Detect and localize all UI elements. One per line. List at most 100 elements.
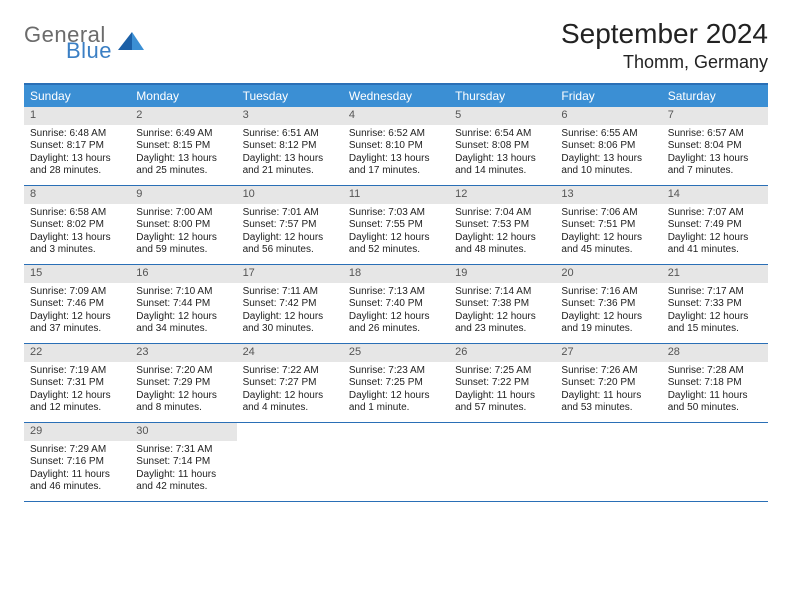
sunset-line: Sunset: 7:14 PM	[136, 456, 230, 469]
day-number: 10	[237, 186, 343, 204]
sunrise-line: Sunrise: 7:01 AM	[243, 207, 337, 220]
sunset-line: Sunset: 7:42 PM	[243, 298, 337, 311]
daylight-line: Daylight: 12 hours and 1 minute.	[349, 390, 443, 415]
day-cell: 16Sunrise: 7:10 AMSunset: 7:44 PMDayligh…	[130, 265, 236, 343]
day-cell: 17 Sunrise: 7:11 AMSunset: 7:42 PMDayligh…	[237, 265, 343, 343]
weekday-header: Wednesday	[343, 85, 449, 107]
daylight-line: Daylight: 13 hours and 21 minutes.	[243, 153, 337, 178]
sunset-line: Sunset: 7:44 PM	[136, 298, 230, 311]
day-body: Sunrise: 7:13 AMSunset: 7:40 PMDaylight:…	[343, 283, 449, 340]
sunset-line: Sunset: 8:12 PM	[243, 140, 337, 153]
day-number: 3	[237, 107, 343, 125]
sunrise-line: Sunrise: 7:10 AM	[136, 286, 230, 299]
day-number: 26	[449, 344, 555, 362]
day-body: Sunrise: 7:03 AMSunset: 7:55 PMDaylight:…	[343, 204, 449, 261]
day-body: Sunrise: 6:48 AMSunset: 8:17 PMDaylight:…	[24, 125, 130, 182]
weekday-header: Friday	[555, 85, 661, 107]
week-row: 8Sunrise: 6:58 AMSunset: 8:02 PMDaylight…	[24, 186, 768, 265]
daylight-line: Daylight: 13 hours and 7 minutes.	[668, 153, 762, 178]
sunset-line: Sunset: 7:51 PM	[561, 219, 655, 232]
sunrise-line: Sunrise: 7:28 AM	[668, 365, 762, 378]
sunset-line: Sunset: 7:25 PM	[349, 377, 443, 390]
sunrise-line: Sunrise: 7:11 AM	[243, 286, 337, 299]
sunrise-line: Sunrise: 7:26 AM	[561, 365, 655, 378]
daylight-line: Daylight: 11 hours and 42 minutes.	[136, 469, 230, 494]
day-body: Sunrise: 6:57 AMSunset: 8:04 PMDaylight:…	[662, 125, 768, 182]
day-body: Sunrise: 7:09 AMSunset: 7:46 PMDaylight:…	[24, 283, 130, 340]
sunset-line: Sunset: 7:38 PM	[455, 298, 549, 311]
day-body: Sunrise: 7:16 AMSunset: 7:36 PMDaylight:…	[555, 283, 661, 340]
day-body: Sunrise: 6:54 AMSunset: 8:08 PMDaylight:…	[449, 125, 555, 182]
sunset-line: Sunset: 8:08 PM	[455, 140, 549, 153]
sunset-line: Sunset: 7:57 PM	[243, 219, 337, 232]
day-cell: 28Sunrise: 7:28 AMSunset: 7:18 PMDayligh…	[662, 344, 768, 422]
day-cell: 22 Sunrise: 7:19 AMSunset: 7:31 PMDayligh…	[24, 344, 130, 422]
sunrise-line: Sunrise: 6:57 AM	[668, 128, 762, 141]
day-body: Sunrise: 6:51 AMSunset: 8:12 PMDaylight:…	[237, 125, 343, 182]
day-cell	[237, 423, 343, 501]
sunrise-line: Sunrise: 7:29 AM	[30, 444, 124, 457]
day-number: 28	[662, 344, 768, 362]
sunset-line: Sunset: 7:46 PM	[30, 298, 124, 311]
day-body: Sunrise: 7:06 AMSunset: 7:51 PMDaylight:…	[555, 204, 661, 261]
sunrise-line: Sunrise: 7:19 AM	[30, 365, 124, 378]
day-cell: 20Sunrise: 7:16 AMSunset: 7:36 PMDayligh…	[555, 265, 661, 343]
day-body: Sunrise: 7:26 AMSunset: 7:20 PMDaylight:…	[555, 362, 661, 419]
sunset-line: Sunset: 8:17 PM	[30, 140, 124, 153]
daylight-line: Daylight: 11 hours and 46 minutes.	[30, 469, 124, 494]
day-cell: 30Sunrise: 7:31 AMSunset: 7:14 PMDayligh…	[130, 423, 236, 501]
day-number: 19	[449, 265, 555, 283]
logo: General Blue	[24, 18, 144, 62]
logo-text-blue: Blue	[66, 40, 112, 62]
day-cell	[555, 423, 661, 501]
sunset-line: Sunset: 7:31 PM	[30, 377, 124, 390]
daylight-line: Daylight: 11 hours and 53 minutes.	[561, 390, 655, 415]
day-number: 15	[24, 265, 130, 283]
sunset-line: Sunset: 7:53 PM	[455, 219, 549, 232]
daylight-line: Daylight: 12 hours and 15 minutes.	[668, 311, 762, 336]
day-cell: 12Sunrise: 7:04 AMSunset: 7:53 PMDayligh…	[449, 186, 555, 264]
day-number: 17	[237, 265, 343, 283]
day-number: 9	[130, 186, 236, 204]
weekday-header: Sunday	[24, 85, 130, 107]
sunrise-line: Sunrise: 7:06 AM	[561, 207, 655, 220]
sunset-line: Sunset: 7:33 PM	[668, 298, 762, 311]
day-cell: 6Sunrise: 6:55 AMSunset: 8:06 PMDaylight…	[555, 107, 661, 185]
day-number: 8	[24, 186, 130, 204]
day-number: 1	[24, 107, 130, 125]
day-cell: 21Sunrise: 7:17 AMSunset: 7:33 PMDayligh…	[662, 265, 768, 343]
day-body: Sunrise: 7:25 AMSunset: 7:22 PMDaylight:…	[449, 362, 555, 419]
daylight-line: Daylight: 13 hours and 3 minutes.	[30, 232, 124, 257]
day-number: 4	[343, 107, 449, 125]
month-title: September 2024	[561, 18, 768, 50]
day-cell: 18Sunrise: 7:13 AMSunset: 7:40 PMDayligh…	[343, 265, 449, 343]
day-cell: 3Sunrise: 6:51 AMSunset: 8:12 PMDaylight…	[237, 107, 343, 185]
calendar-grid: SundayMondayTuesdayWednesdayThursdayFrid…	[24, 83, 768, 502]
day-cell: 14Sunrise: 7:07 AMSunset: 7:49 PMDayligh…	[662, 186, 768, 264]
daylight-line: Daylight: 12 hours and 56 minutes.	[243, 232, 337, 257]
sunrise-line: Sunrise: 7:17 AM	[668, 286, 762, 299]
daylight-line: Daylight: 13 hours and 10 minutes.	[561, 153, 655, 178]
day-number: 23	[130, 344, 236, 362]
day-number: 13	[555, 186, 661, 204]
sunset-line: Sunset: 8:04 PM	[668, 140, 762, 153]
calendar-page: General Blue September 2024 Thomm, Germa…	[0, 0, 792, 520]
day-number: 14	[662, 186, 768, 204]
sunset-line: Sunset: 7:40 PM	[349, 298, 443, 311]
day-body: Sunrise: 7:04 AMSunset: 7:53 PMDaylight:…	[449, 204, 555, 261]
header: General Blue September 2024 Thomm, Germa…	[24, 18, 768, 73]
sunrise-line: Sunrise: 7:14 AM	[455, 286, 549, 299]
daylight-line: Daylight: 12 hours and 12 minutes.	[30, 390, 124, 415]
day-number: 22	[24, 344, 130, 362]
daylight-line: Daylight: 12 hours and 19 minutes.	[561, 311, 655, 336]
day-cell: 11Sunrise: 7:03 AMSunset: 7:55 PMDayligh…	[343, 186, 449, 264]
sunrise-line: Sunrise: 7:07 AM	[668, 207, 762, 220]
day-body: Sunrise: 7:01 AMSunset: 7:57 PMDaylight:…	[237, 204, 343, 261]
daylight-line: Daylight: 12 hours and 59 minutes.	[136, 232, 230, 257]
day-number: 16	[130, 265, 236, 283]
day-cell: 26Sunrise: 7:25 AMSunset: 7:22 PMDayligh…	[449, 344, 555, 422]
day-cell: 9Sunrise: 7:00 AMSunset: 8:00 PMDaylight…	[130, 186, 236, 264]
sunrise-line: Sunrise: 7:31 AM	[136, 444, 230, 457]
day-number: 27	[555, 344, 661, 362]
daylight-line: Daylight: 12 hours and 30 minutes.	[243, 311, 337, 336]
